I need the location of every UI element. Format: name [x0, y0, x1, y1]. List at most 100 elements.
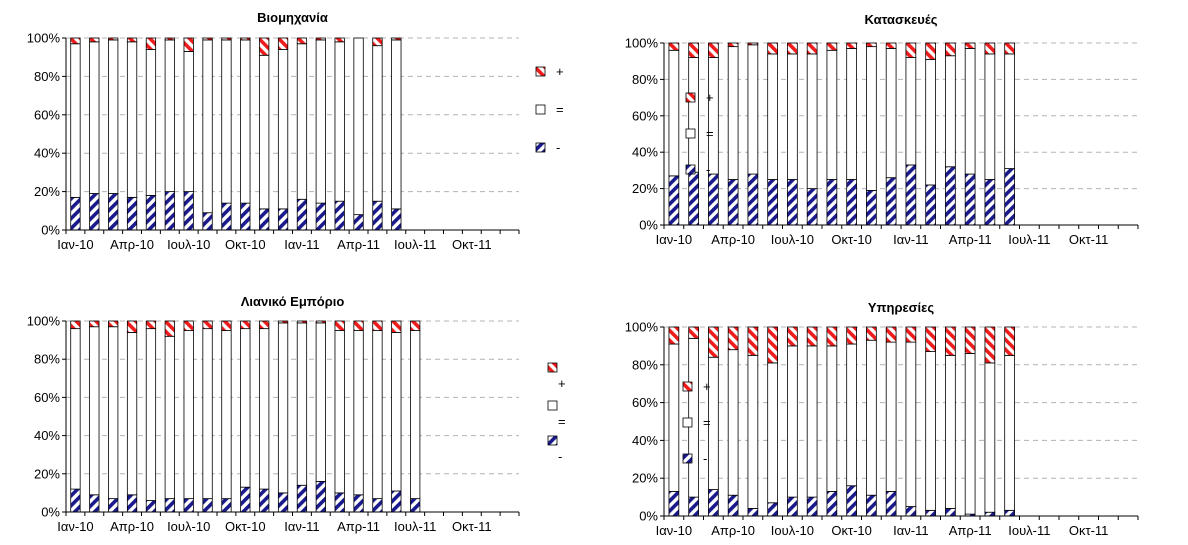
bar-segment: [925, 326, 936, 352]
bar-segment: [240, 202, 251, 231]
y-axis: 0% 20% 40% 60% 80% 100%: [625, 36, 665, 233]
bar-segment: [89, 193, 100, 231]
bar-segment: [164, 320, 175, 337]
bar-segment: [727, 494, 739, 517]
bar-segment: [183, 51, 194, 193]
x-tick-label: Οκτ-10: [831, 232, 872, 247]
bar-segment: [259, 320, 270, 330]
bar-segment: [334, 200, 345, 231]
bar-segment: [315, 322, 326, 482]
x-tick-label: Απρ-10: [711, 232, 755, 247]
bar-segment: [164, 498, 175, 513]
x-tick-label: Ιαν-10: [57, 519, 93, 534]
bar-segment: [787, 345, 798, 498]
grid-lines: [664, 42, 1138, 190]
bar-segment: [70, 196, 81, 231]
bar-segment: [353, 37, 364, 216]
y-tick-label: 0%: [41, 505, 60, 520]
legend: + = -: [535, 64, 564, 155]
bar-segment: [688, 326, 699, 339]
legend-item-equal-swatch: [682, 417, 693, 428]
bar-segment: [708, 57, 719, 175]
x-tick-label: Οκτ-11: [452, 519, 492, 534]
y-tick-label: 0%: [41, 223, 60, 238]
bar-segment: [826, 179, 838, 226]
bar-segment: [259, 54, 270, 210]
bar-segment: [945, 42, 956, 57]
bar-segment: [315, 37, 326, 41]
bar-segment: [259, 328, 270, 490]
x-tick-label: Απρ-11: [949, 523, 992, 538]
bar-segment: [945, 508, 956, 517]
legend-item-equal-swatch: [685, 128, 696, 139]
bar-segment: [183, 320, 194, 331]
legend-item-minus-swatch: [547, 435, 558, 446]
bar-segment: [747, 42, 759, 46]
bar-segment: [925, 42, 936, 60]
legend-item-minus-label: -: [556, 140, 560, 155]
bar-segment: [202, 39, 213, 214]
x-tick-label: Οκτ-10: [831, 523, 872, 538]
x-tick-label: Απρ-11: [337, 237, 380, 252]
bar-segment: [925, 184, 936, 226]
bar-segment: [806, 53, 818, 189]
bar-segment: [905, 506, 917, 517]
bar-segment: [70, 37, 81, 45]
y-tick-label: 100%: [625, 320, 659, 335]
x-tick-label: Απρ-11: [337, 519, 380, 534]
bar-segment: [964, 353, 976, 515]
bar-segment: [866, 339, 877, 496]
bar-segment: [240, 39, 251, 204]
bar-segment: [334, 37, 345, 43]
x-tick-label: Ιαν-10: [57, 237, 93, 252]
bar-segment: [767, 179, 778, 226]
bar-segment: [70, 43, 81, 198]
bar-segment: [984, 326, 996, 364]
y-tick-label: 0%: [639, 509, 658, 524]
x-tick-label: Ιαν-10: [656, 232, 692, 247]
bar-segment: [372, 320, 383, 331]
y-tick-label: 20%: [632, 471, 658, 486]
bar-segment: [277, 208, 289, 231]
bar-segment: [866, 190, 877, 226]
bar-segment: [806, 188, 818, 226]
bar-segment: [727, 326, 739, 351]
bar-segment: [372, 45, 383, 202]
bar-segment: [410, 330, 421, 500]
bar-segment: [1004, 509, 1015, 517]
bar-segment: [108, 37, 119, 41]
x-tick-label: Ιαν-11: [893, 523, 928, 538]
x-tick-label: Ιαν-11: [284, 519, 319, 534]
bar-segment: [826, 42, 838, 51]
x-axis: Ιαν-10 Απρ-10 Ιουλ-10 Οκτ-10 Ιαν-11 Απρ-11 Ιου…: [656, 224, 1139, 247]
bar-segment: [296, 484, 308, 513]
legend-item-minus-label: -: [703, 451, 707, 466]
bar-segment: [885, 491, 897, 517]
bar-segment: [984, 179, 996, 226]
y-tick-label: 80%: [632, 72, 658, 87]
bar-segment: [747, 508, 759, 517]
bar-segment: [202, 498, 213, 513]
x-tick-label: Οκτ-10: [225, 237, 266, 252]
bar-segment: [846, 48, 857, 180]
y-tick-label: 100%: [27, 31, 61, 46]
y-axis: 0% 20% 40% 60% 80% 100%: [27, 314, 67, 520]
bar-segment: [126, 196, 138, 231]
legend-item-plus-swatch: [547, 362, 558, 373]
bar-segment: [145, 49, 157, 196]
bar-segment: [1004, 354, 1015, 511]
bar-segment: [885, 48, 897, 179]
bar-segment: [89, 320, 100, 328]
bar-segment: [668, 326, 680, 345]
bar-segment: [108, 193, 119, 231]
bar-segment: [708, 489, 719, 517]
y-tick-label: 60%: [632, 108, 658, 123]
bar-segment: [372, 498, 383, 513]
bar-segment: [846, 42, 857, 49]
bar-segment: [668, 175, 680, 226]
bar-segment: [183, 191, 194, 231]
bar-segment: [767, 53, 778, 180]
grid-lines: [664, 326, 1138, 479]
bar-segment: [747, 173, 759, 226]
bar-segment: [964, 326, 976, 354]
